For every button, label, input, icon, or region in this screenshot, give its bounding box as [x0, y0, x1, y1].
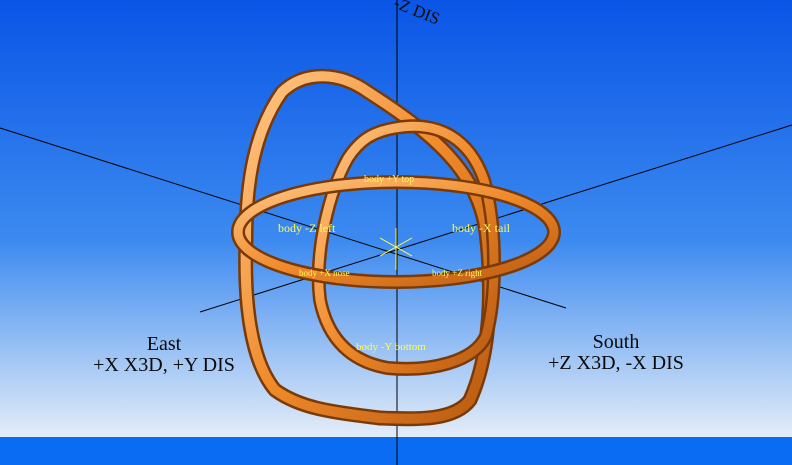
east-subtitle: +X X3D, +Y DIS: [93, 354, 235, 376]
south-title: South: [592, 331, 640, 353]
body-bottom-label: body -Y bottom: [356, 341, 426, 353]
ground-plane: [0, 437, 792, 465]
body-left-label: body -Z left: [278, 221, 336, 235]
yaw-ring: [231, 175, 561, 289]
roll-ring: [311, 119, 501, 376]
east-title: East: [146, 333, 182, 355]
body-nose-label: body +X nose: [299, 268, 350, 278]
body-right-label: body +Z right: [432, 268, 483, 278]
south-subtitle: +Z X3D, -X DIS: [548, 352, 684, 374]
body-top-label: body +Y top: [364, 174, 415, 185]
east-label: East +X X3D, +Y DIS: [74, 334, 254, 376]
body-axes-crosshair: [379, 228, 413, 270]
orientation-rings: [231, 68, 561, 427]
body-tail-label: body -X tail: [452, 221, 510, 235]
south-label: South +Z X3D, -X DIS: [528, 332, 704, 374]
